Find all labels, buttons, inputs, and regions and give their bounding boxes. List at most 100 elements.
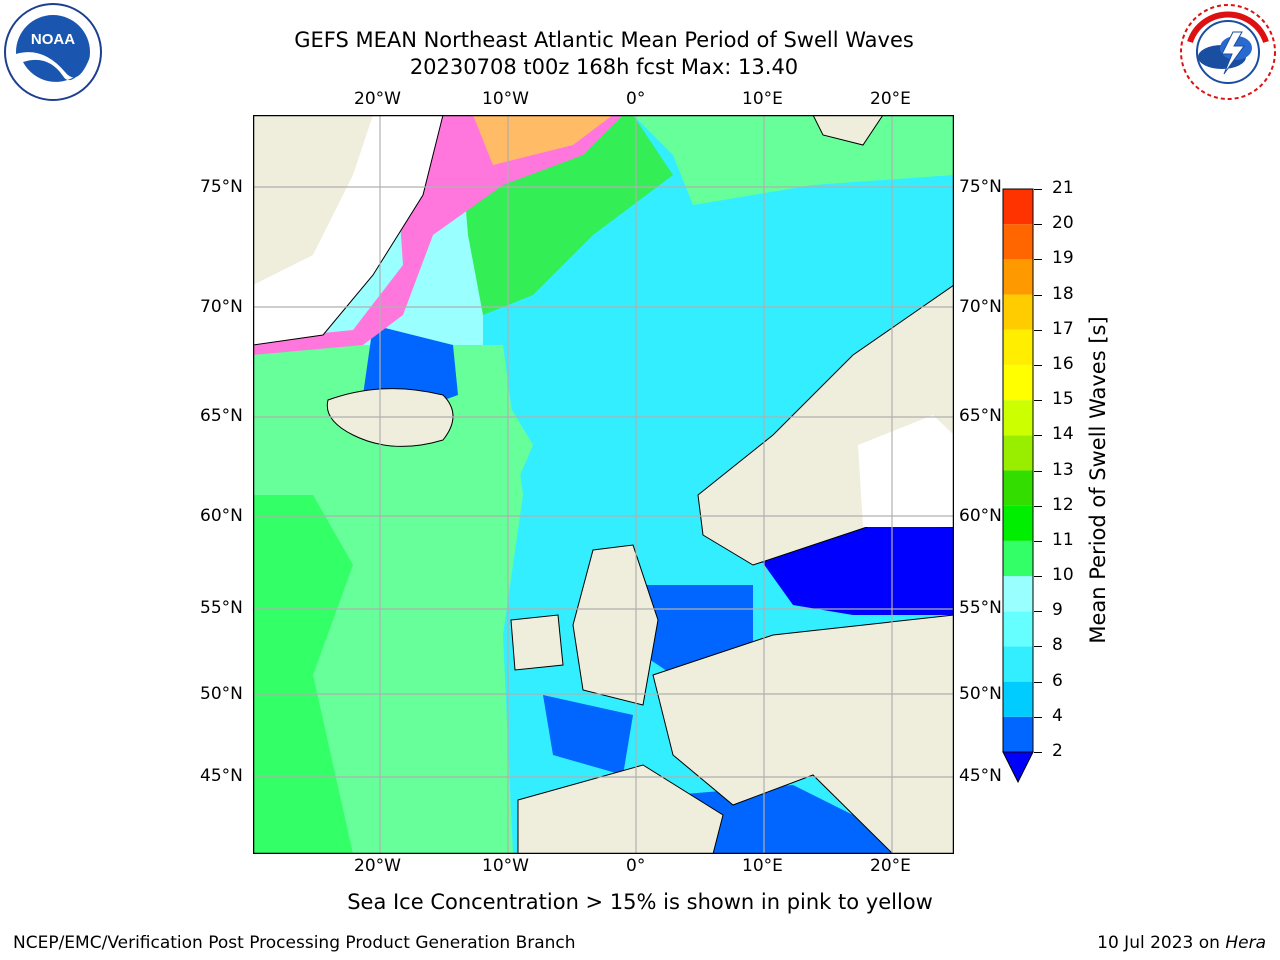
lon-label-20w-bottom: 20°W: [354, 856, 401, 876]
greenland-interior: [253, 115, 373, 285]
footer-date-text: 10 Jul 2023 on: [1097, 933, 1226, 953]
colorbar-tick-label: 14: [1052, 424, 1074, 445]
colorbar-tick-label: 10: [1052, 565, 1074, 586]
colorbar-tick-mark: [1034, 681, 1042, 683]
colorbar-bin: [1003, 716, 1033, 752]
footer-date: 10 Jul 2023 on Hera: [1097, 933, 1266, 953]
great-britain-land: [572, 544, 659, 706]
lon-label-10w-bottom: 10°W: [482, 856, 529, 876]
colorbar-label-wrap: Mean Period of Swell Waves [s]: [1080, 316, 1120, 643]
nws-logo: [1180, 4, 1276, 100]
colorbar-tick-mark: [1034, 400, 1042, 402]
colorbar-bin: [1003, 505, 1033, 541]
colorbar-tick-label: 11: [1052, 529, 1074, 550]
lat-label-70n: 70°N: [200, 297, 243, 317]
ireland-land: [510, 614, 564, 671]
noaa-logo: NOAA: [4, 3, 102, 101]
colorbar-tick-label: 18: [1052, 283, 1074, 304]
lon-label-0: 0°: [626, 89, 646, 109]
barents-sea-band: [633, 115, 954, 205]
colorbar-tick-label: 20: [1052, 213, 1074, 234]
colorbar-tick-mark: [1034, 716, 1042, 718]
ocean-patch-west: [423, 395, 533, 535]
colorbar-bin: [1003, 681, 1033, 717]
colorbar-bin: [1003, 611, 1033, 647]
colorbar-tick-label: 8: [1052, 635, 1063, 656]
colorbar-tick-mark: [1034, 611, 1042, 613]
footer-credit: NCEP/EMC/Verification Post Processing Pr…: [13, 933, 576, 953]
lat-label-60n: 60°N: [200, 506, 243, 526]
colorbar-bin: [1003, 259, 1033, 295]
lon-label-20w: 20°W: [354, 89, 401, 109]
colorbar-bin: [1003, 224, 1033, 260]
gulf-of-bothnia-ice-free: [858, 415, 954, 527]
colorbar-tick-mark: [1034, 189, 1042, 190]
colorbar-bin: [1003, 189, 1033, 225]
lat-label-45n-right: 45°N: [959, 766, 1002, 786]
lon-label-20e: 20°E: [870, 89, 911, 109]
map-canvas: [252, 114, 955, 855]
lon-label-0-bottom: 0°: [626, 856, 646, 876]
colorbar-tick-label: 15: [1052, 389, 1074, 410]
colorbar-tick-mark: [1034, 470, 1042, 472]
lat-label-75n-right: 75°N: [959, 177, 1002, 197]
colorbar-tick-mark: [1034, 329, 1042, 331]
lat-label-55n-right: 55°N: [959, 598, 1002, 618]
colorbar-tick-label: 19: [1052, 248, 1074, 269]
lat-label-65n: 65°N: [200, 406, 243, 426]
footer-host: Hera: [1225, 933, 1266, 953]
lat-label-45n: 45°N: [200, 766, 243, 786]
colorbar-tick-label: 6: [1052, 670, 1063, 691]
noaa-logo-text: NOAA: [31, 31, 75, 48]
colorbar-tick-label: 21: [1052, 178, 1074, 198]
colorbar-bin: [1003, 470, 1033, 506]
colorbar: [1002, 188, 1034, 784]
colorbar-tick-label: 16: [1052, 353, 1074, 374]
iberia-land: [517, 764, 724, 855]
colorbar-bin: [1003, 329, 1033, 365]
lat-label-50n-right: 50°N: [959, 684, 1002, 704]
lon-label-20e-bottom: 20°E: [870, 856, 911, 876]
swell-period-map: [252, 114, 955, 855]
biscay-blue: [543, 695, 633, 775]
colorbar-bin: [1003, 294, 1033, 330]
colorbar-label: Mean Period of Swell Waves [s]: [1086, 316, 1110, 644]
lat-label-50n: 50°N: [200, 684, 243, 704]
colorbar-tick-label: 13: [1052, 459, 1074, 480]
colorbar-bin: [1003, 435, 1033, 471]
colorbar-tick-label: 2: [1052, 741, 1063, 761]
colorbar-bin: [1003, 364, 1033, 401]
colorbar-tick-mark: [1034, 224, 1042, 226]
colorbar-tick-mark: [1034, 364, 1042, 366]
graticule: [253, 115, 954, 854]
map-frame: [252, 114, 955, 855]
colorbar-tick-label: 4: [1052, 705, 1063, 726]
colorbar-tick-mark: [1034, 294, 1042, 296]
colorbar-tick-mark: [1034, 505, 1042, 507]
colorbar-tick-label: 9: [1052, 600, 1063, 621]
lat-label-65n-right: 65°N: [959, 406, 1002, 426]
colorbar-bin: [1003, 540, 1033, 577]
ocean-field-10-11: [253, 495, 353, 854]
colorbar-extend-arrow: [1002, 751, 1034, 784]
lon-label-10e-bottom: 10°E: [742, 856, 783, 876]
chart-title: GEFS MEAN Northeast Atlantic Mean Period…: [294, 28, 914, 52]
chart-subtitle: 20230708 t00z 168h fcst Max: 13.40: [409, 55, 799, 79]
mediterranean-blue: [673, 785, 893, 854]
sea-ice-note: Sea Ice Concentration > 15% is shown in …: [347, 890, 933, 914]
colorbar-tick-mark: [1034, 435, 1042, 437]
colorbar-bin: [1003, 576, 1033, 612]
colorbar-tick-mark: [1034, 540, 1042, 542]
lon-label-10w: 10°W: [482, 89, 529, 109]
colorbar-tick-label: 12: [1052, 494, 1074, 515]
colorbar-tick-mark: [1034, 576, 1042, 578]
lat-label-55n: 55°N: [200, 598, 243, 618]
colorbar-bin: [1003, 646, 1033, 682]
colorbar-tick-mark: [1034, 259, 1042, 261]
colorbar-tick-label: 17: [1052, 318, 1074, 339]
colorbar-tick-mark: [1034, 646, 1042, 648]
colorbar-bin: [1003, 400, 1033, 436]
lon-label-10e: 10°E: [742, 89, 783, 109]
sea-ice-edge: [253, 115, 623, 355]
colorbar-tick-mark: [1034, 752, 1042, 753]
